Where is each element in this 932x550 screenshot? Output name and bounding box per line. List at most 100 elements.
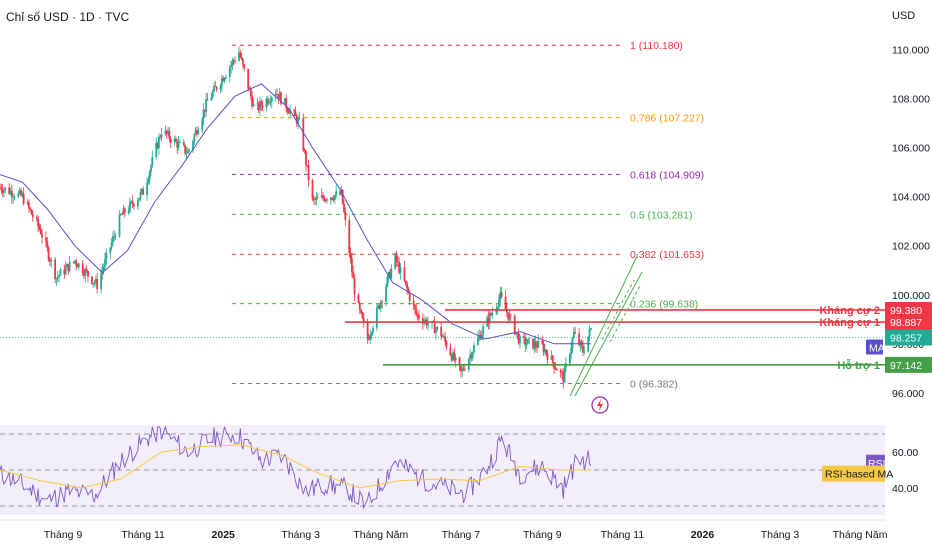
candle-body[interactable]	[463, 369, 466, 371]
candle-body[interactable]	[532, 338, 535, 349]
candle-body[interactable]	[307, 165, 310, 181]
candle-body[interactable]	[477, 337, 479, 346]
candle-body[interactable]	[311, 180, 314, 199]
candle-body[interactable]	[38, 226, 41, 230]
candle-body[interactable]	[315, 197, 318, 200]
candle-body[interactable]	[54, 259, 57, 280]
candle-body[interactable]	[219, 85, 222, 90]
candle-body[interactable]	[76, 264, 79, 268]
level-price-tag[interactable]	[885, 301, 932, 318]
candle-body[interactable]	[178, 141, 181, 143]
candle-body[interactable]	[462, 368, 465, 370]
candle-body[interactable]	[360, 309, 362, 313]
candle-body[interactable]	[537, 340, 540, 348]
candle-body[interactable]	[84, 269, 87, 276]
candle-body[interactable]	[18, 190, 21, 194]
candle-body[interactable]	[22, 193, 25, 204]
candle-body[interactable]	[221, 78, 223, 86]
candle-body[interactable]	[343, 204, 345, 212]
candle-body[interactable]	[230, 64, 232, 68]
candle-body[interactable]	[433, 321, 436, 334]
candle-body[interactable]	[306, 165, 309, 166]
candle-body[interactable]	[0, 187, 3, 191]
candle-body[interactable]	[588, 329, 591, 337]
rsi-line[interactable]	[0, 425, 592, 510]
candle-body[interactable]	[223, 78, 226, 82]
candle-body[interactable]	[396, 261, 399, 263]
candle-body[interactable]	[459, 366, 462, 372]
candle-body[interactable]	[458, 357, 461, 367]
candle-body[interactable]	[265, 98, 268, 108]
candle-body[interactable]	[30, 209, 33, 215]
candle-body[interactable]	[324, 199, 327, 202]
candle-body[interactable]	[589, 328, 592, 330]
candle-body[interactable]	[517, 333, 520, 344]
candle-body[interactable]	[242, 58, 244, 65]
candle-body[interactable]	[109, 247, 112, 253]
candle-body[interactable]	[572, 332, 575, 339]
candle-body[interactable]	[96, 279, 99, 290]
candle-body[interactable]	[31, 214, 34, 218]
candle-body[interactable]	[407, 288, 410, 293]
candle-body[interactable]	[184, 144, 187, 154]
candle-body[interactable]	[316, 197, 319, 199]
candle-body[interactable]	[525, 343, 528, 346]
candle-body[interactable]	[280, 92, 282, 104]
candle-body[interactable]	[41, 233, 43, 238]
candle-body[interactable]	[375, 307, 378, 328]
candle-body[interactable]	[10, 190, 13, 198]
candle-body[interactable]	[48, 259, 51, 262]
level-price-tag[interactable]	[885, 356, 932, 373]
candle-body[interactable]	[533, 341, 536, 349]
candle-body[interactable]	[277, 94, 280, 99]
candle-body[interactable]	[35, 217, 38, 219]
candle-body[interactable]	[394, 253, 397, 269]
candle-body[interactable]	[442, 336, 445, 338]
candle-body[interactable]	[507, 312, 510, 320]
candle-body[interactable]	[440, 326, 443, 337]
candle-body[interactable]	[59, 269, 62, 276]
candle-body[interactable]	[534, 341, 537, 347]
candle-body[interactable]	[421, 318, 424, 324]
candle-body[interactable]	[284, 98, 286, 104]
candle-body[interactable]	[29, 207, 32, 210]
candle-body[interactable]	[555, 369, 558, 371]
candle-body[interactable]	[201, 119, 204, 131]
candle-body[interactable]	[583, 351, 586, 353]
candle-body[interactable]	[186, 151, 189, 154]
candle-body[interactable]	[13, 196, 16, 198]
candle-body[interactable]	[155, 143, 158, 157]
candle-body[interactable]	[488, 313, 491, 324]
candle-body[interactable]	[381, 301, 383, 303]
candle-body[interactable]	[232, 60, 235, 62]
candle-body[interactable]	[399, 267, 402, 274]
candle-body[interactable]	[353, 278, 356, 295]
candle-body[interactable]	[215, 86, 218, 90]
candle-body[interactable]	[259, 101, 261, 111]
candle-body[interactable]	[266, 98, 269, 104]
candle-body[interactable]	[3, 189, 5, 193]
candle-body[interactable]	[461, 368, 464, 372]
candle-body[interactable]	[160, 134, 163, 138]
candle-body[interactable]	[260, 101, 263, 106]
candle-body[interactable]	[417, 314, 420, 319]
candle-body[interactable]	[93, 282, 96, 284]
candle-body[interactable]	[286, 108, 289, 112]
candle-body[interactable]	[100, 273, 103, 290]
candle-body[interactable]	[20, 190, 22, 196]
candle-body[interactable]	[127, 210, 130, 214]
candle-body[interactable]	[249, 88, 252, 97]
candle-body[interactable]	[387, 272, 390, 277]
candle-body[interactable]	[92, 282, 95, 284]
candle-body[interactable]	[415, 308, 418, 315]
candle-body[interactable]	[333, 195, 336, 200]
candle-body[interactable]	[404, 280, 407, 284]
candle-body[interactable]	[26, 202, 29, 204]
candle-body[interactable]	[473, 345, 475, 353]
candle-body[interactable]	[176, 141, 179, 148]
candle-body[interactable]	[81, 263, 84, 274]
candle-body[interactable]	[211, 91, 214, 98]
candle-body[interactable]	[193, 134, 196, 141]
candle-body[interactable]	[513, 315, 516, 335]
candle-body[interactable]	[58, 275, 60, 277]
